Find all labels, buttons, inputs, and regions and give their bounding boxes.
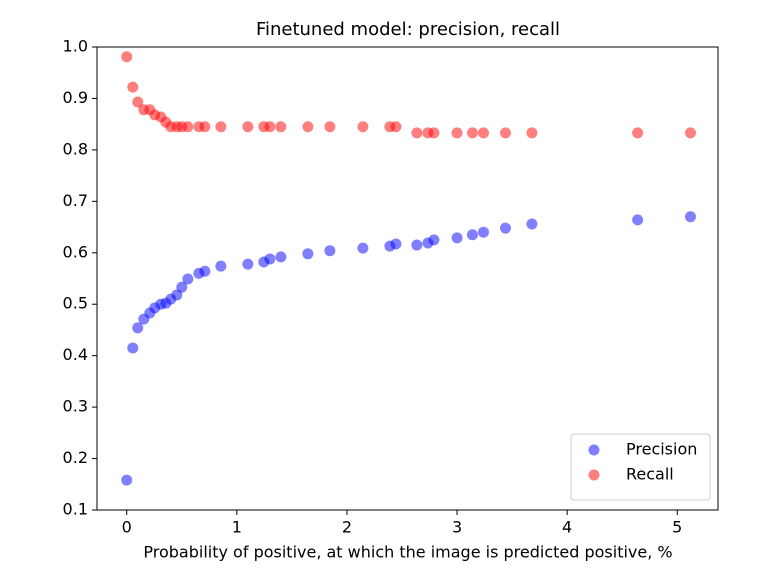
scatter-point [275,251,287,263]
scatter-point [242,121,254,133]
y-tick-label: 0.7 [63,191,88,210]
scatter-point [390,121,402,133]
plot-frame [96,46,719,511]
scatter-point [182,121,194,133]
scatter-point [357,242,369,254]
scatter-point [132,96,144,108]
scatter-point [264,121,276,133]
scatter-point [199,121,211,133]
scatter-point [411,127,423,139]
scatter-point [324,245,336,257]
legend-box [570,433,711,501]
scatter-point [264,253,276,265]
scatter-point [684,211,696,223]
scatter-point [357,121,369,133]
scatter-point [242,258,254,270]
scatter-point [302,248,314,260]
scatter-point [324,121,336,133]
y-tick-label: 0.8 [63,139,88,158]
legend-marker [588,469,600,481]
scatter-point [121,474,133,486]
scatter-point [428,234,440,246]
scatter-point [215,121,227,133]
scatter-point [466,127,478,139]
x-tick-label: 5 [672,518,682,537]
legend-label: Precision [626,440,697,459]
scatter-point [428,127,440,139]
legend-marker [588,444,600,456]
scatter-point [127,342,139,354]
scatter-point [275,121,287,133]
x-tick-label: 2 [342,518,352,537]
y-tick-label: 0.3 [63,397,88,416]
x-tick-label: 3 [452,518,462,537]
chart-title: Finetuned model: precision, recall [256,19,560,40]
y-tick-label: 0.4 [63,345,88,364]
scatter-point [499,222,511,234]
legend-label: Recall [626,465,674,484]
scatter-point [451,232,463,244]
y-tick-label: 0.5 [63,294,88,313]
scatter-point [632,127,644,139]
scatter-point [132,322,144,334]
y-tick-label: 0.6 [63,242,88,261]
scatter-point [215,260,227,272]
scatter-point [127,81,139,93]
scatter-point [199,265,211,277]
scatter-point [451,127,463,139]
x-axis-label: Probability of positive, at which the im… [143,543,672,562]
x-tick-label: 4 [562,518,572,537]
scatter-point [632,214,644,226]
scatter-point [526,127,538,139]
scatter-point [176,281,188,293]
scatter-point [477,127,489,139]
scatter-point [499,127,511,139]
scatter-point [121,51,133,63]
y-tick-label: 0.9 [63,88,88,107]
scatter-point [526,218,538,230]
x-tick-label: 0 [122,518,132,537]
scatter-point [684,127,696,139]
y-tick-label: 0.1 [63,500,88,519]
y-tick-label: 0.2 [63,448,88,467]
x-tick-label: 1 [232,518,242,537]
scatter-point [390,238,402,250]
scatter-point [302,121,314,133]
scatter-point [477,226,489,238]
scatter-point [411,239,423,251]
scatter-point [182,273,194,285]
y-tick-label: 1.0 [63,37,88,56]
scatter-point [466,229,478,241]
